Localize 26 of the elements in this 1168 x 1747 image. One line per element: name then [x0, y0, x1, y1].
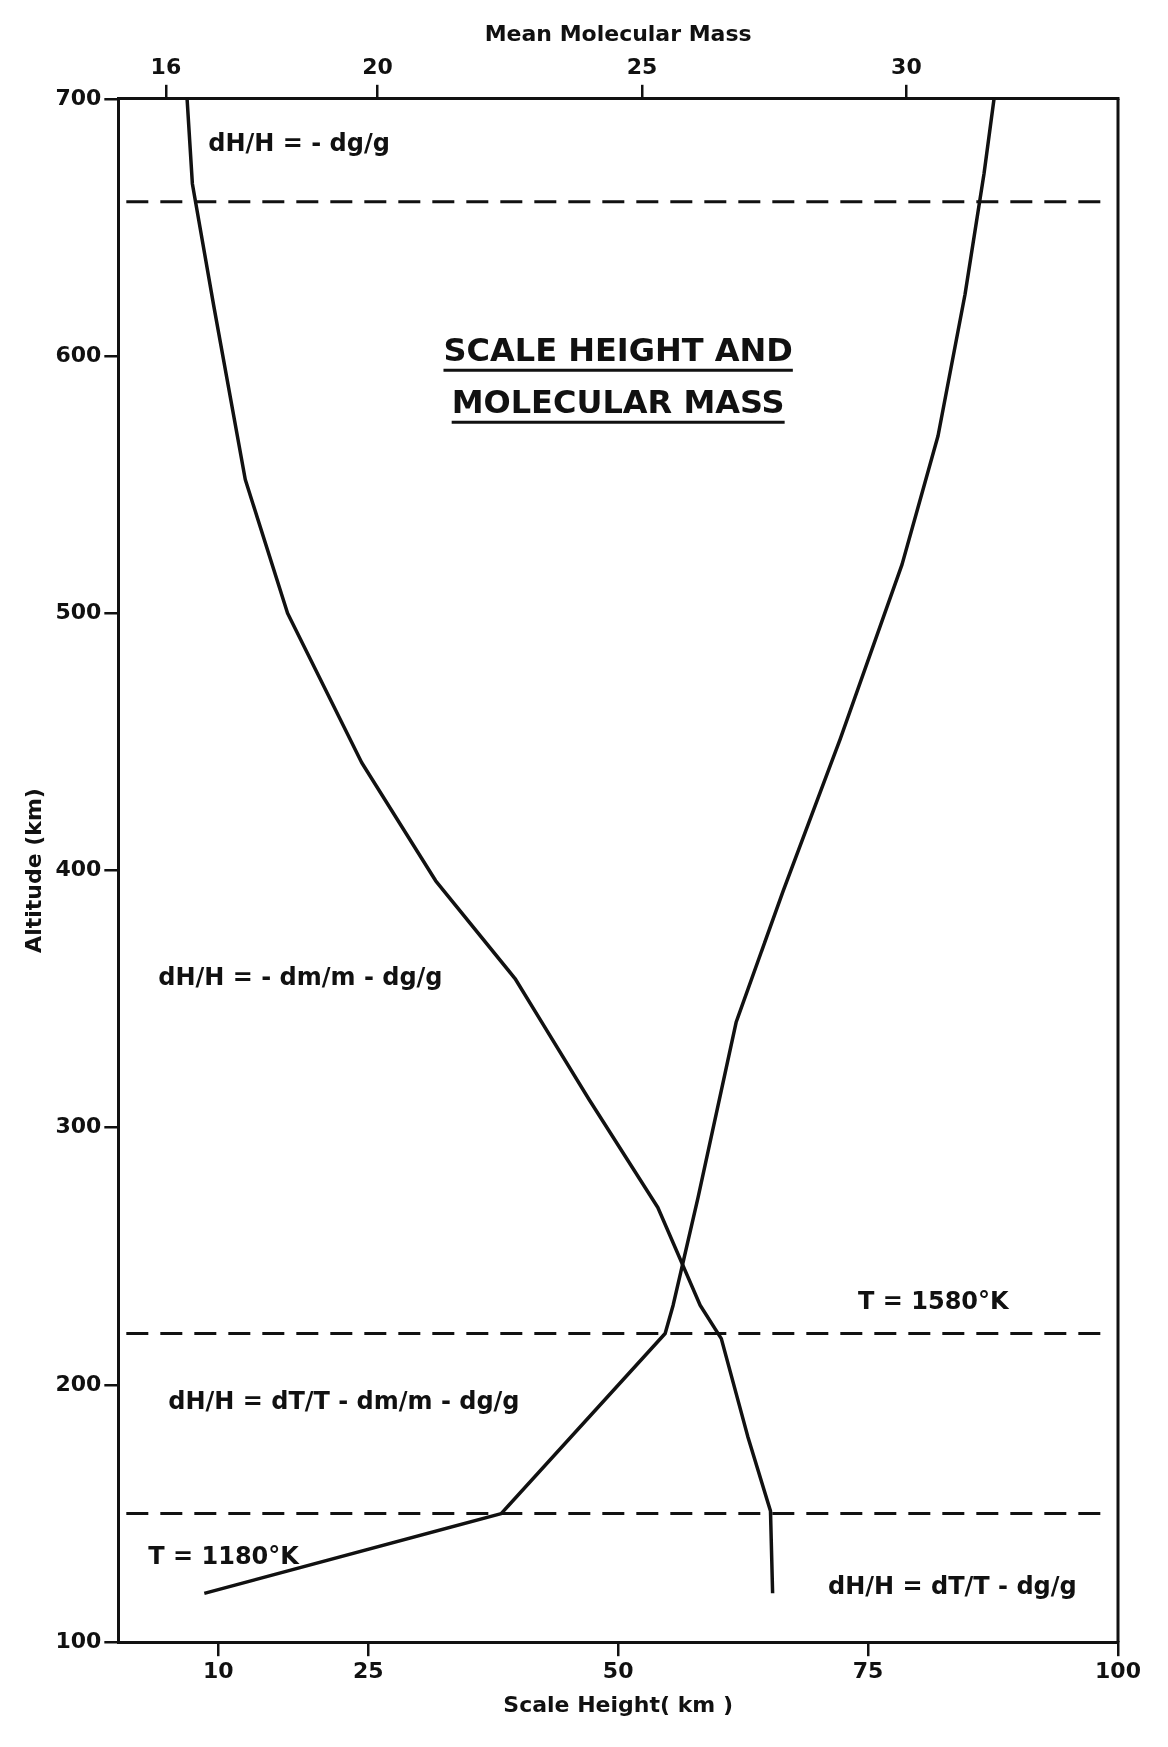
annotation: dH/H = - dg/g	[208, 129, 390, 158]
x2-tick-label: 16	[150, 54, 182, 80]
y-tick-label: 700	[55, 84, 102, 110]
y-axis-title: Altitude (km)	[20, 788, 46, 953]
x-tick-label: 10	[202, 1658, 234, 1684]
y-tick-label: 200	[55, 1370, 102, 1396]
x-tick-label: 50	[602, 1658, 634, 1684]
annotation: T = 1180°K	[148, 1541, 301, 1570]
x2-tick-label: 20	[362, 54, 393, 80]
x2-tick-label: 30	[891, 54, 922, 80]
x-axis-title: Scale Height( km )	[503, 1691, 733, 1717]
y-tick-label: 600	[55, 341, 102, 367]
y-tick-label: 100	[55, 1627, 102, 1653]
x-tick-label: 100	[1095, 1658, 1141, 1684]
x-tick-label: 25	[352, 1658, 384, 1684]
x2-tick-label: 25	[626, 54, 658, 80]
annotation: dH/H = - dm/m - dg/g	[158, 962, 443, 991]
annotation: dH/H = dT/T - dm/m - dg/g	[168, 1387, 520, 1416]
text: SCALE HEIGHT AND MOLECULAR MASS	[443, 331, 793, 422]
y-tick-label: 400	[55, 856, 102, 882]
y-tick-label: 500	[55, 598, 102, 624]
annotation: T = 1580°K	[858, 1286, 1011, 1315]
annotation: dH/H = dT/T - dg/g	[828, 1572, 1077, 1601]
y-tick-label: 300	[55, 1113, 102, 1139]
x2-axis-title: Mean Molecular Mass	[484, 20, 752, 46]
x-tick-label: 75	[852, 1658, 884, 1684]
